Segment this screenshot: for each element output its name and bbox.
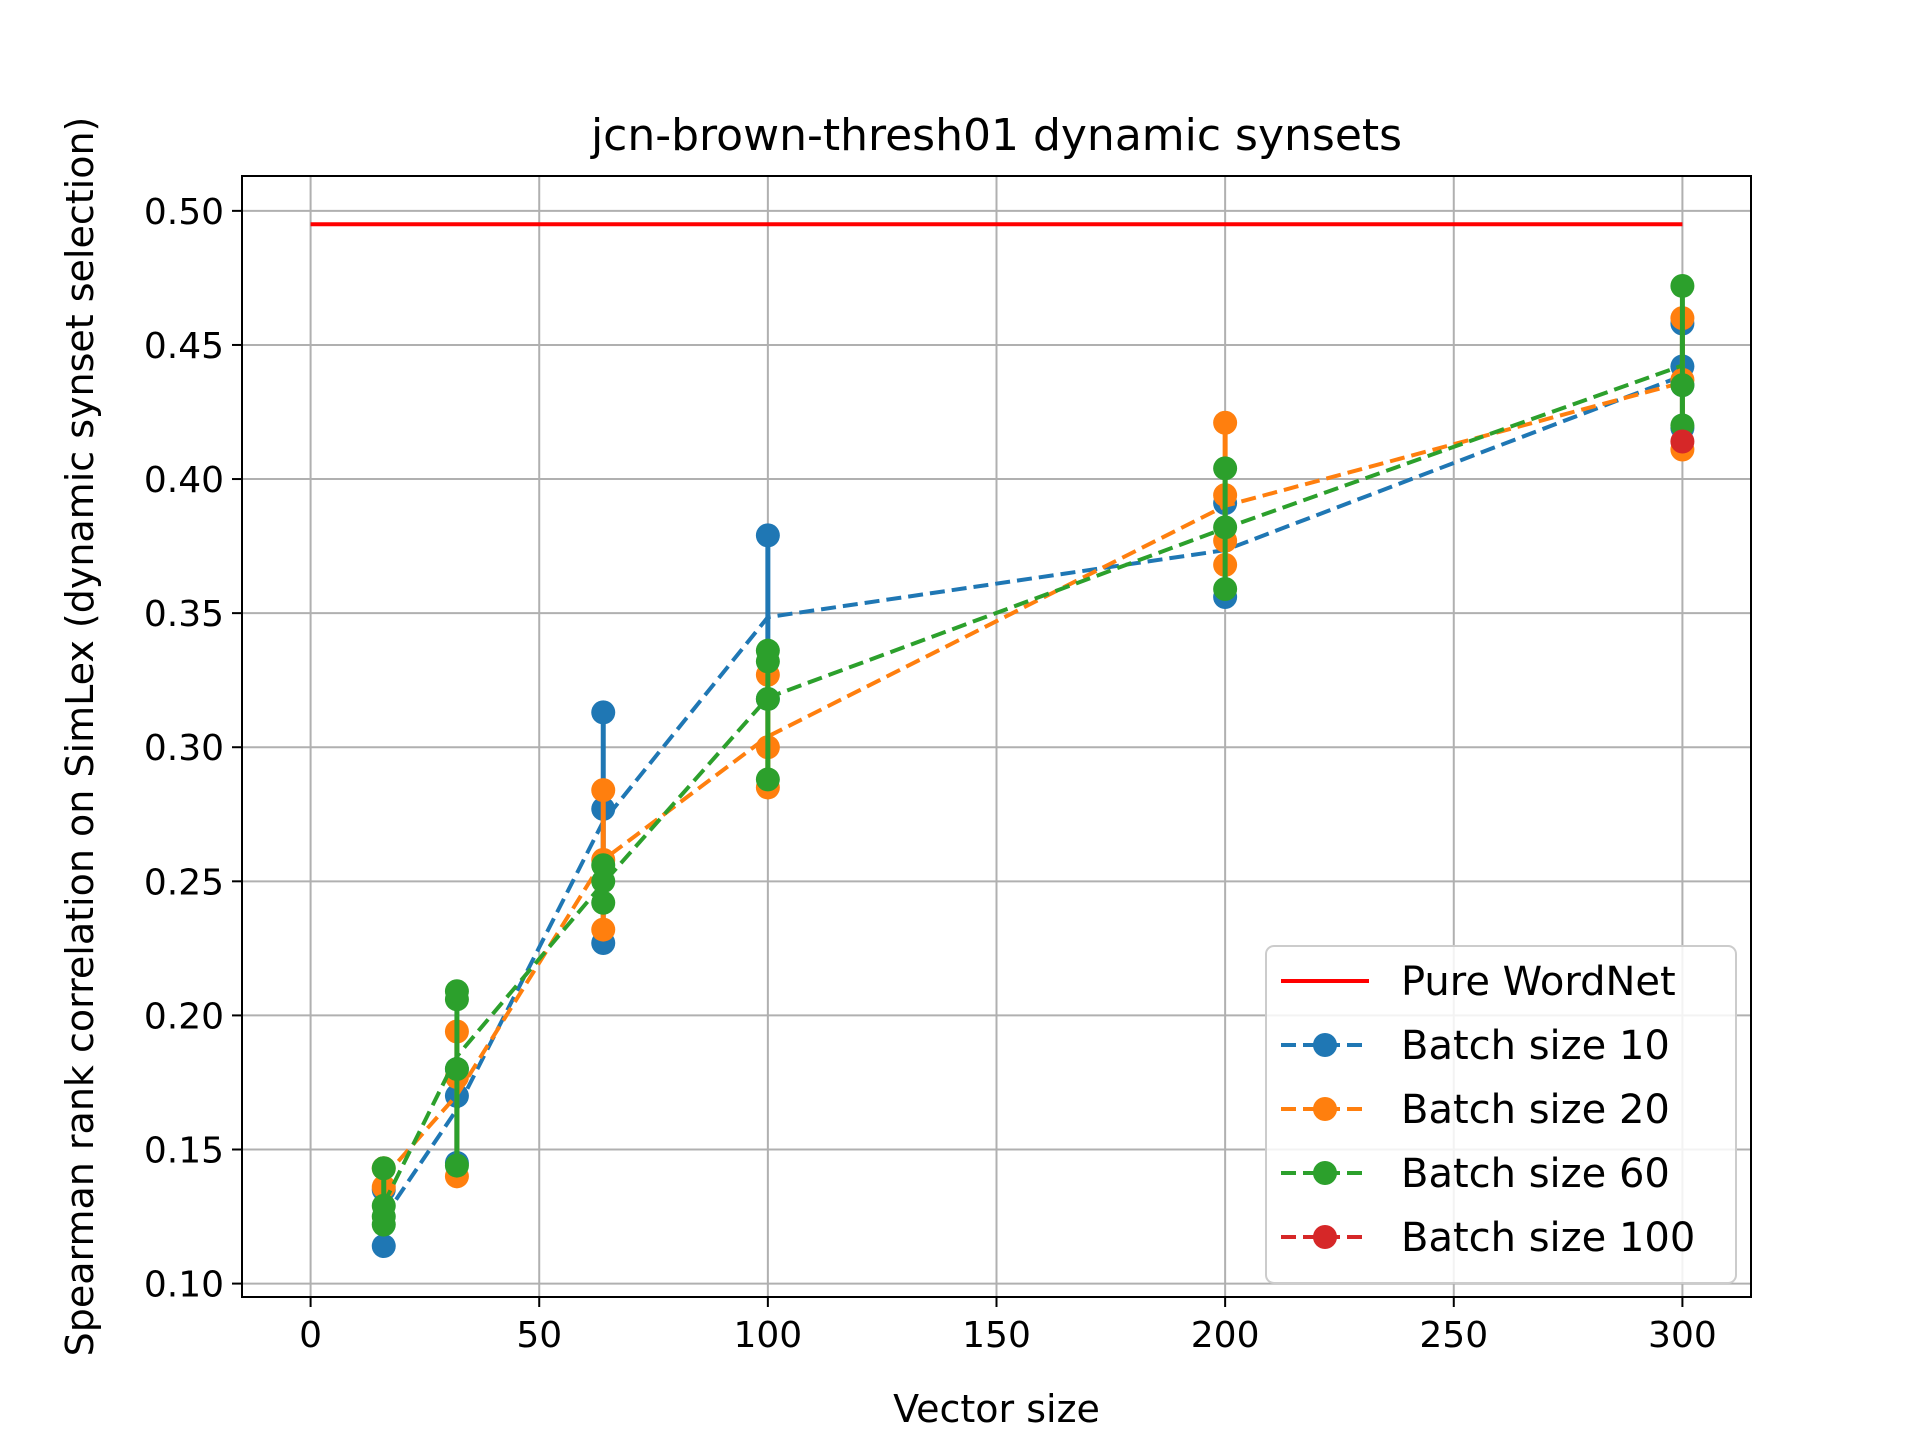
y-tick-label: 0.45	[144, 326, 224, 367]
legend-label: Batch size 100	[1401, 1215, 1695, 1261]
series-batch-size-100	[1670, 429, 1695, 454]
data-point	[591, 778, 616, 803]
y-tick-label: 0.20	[144, 996, 224, 1037]
chart-title: jcn-brown-thresh01 dynamic synsets	[590, 110, 1402, 161]
y-tick-label: 0.10	[144, 1265, 224, 1306]
x-axis-label: Vector size	[893, 1387, 1100, 1431]
data-point	[591, 700, 616, 725]
data-point	[444, 1153, 469, 1178]
y-tick-label: 0.35	[144, 594, 224, 635]
legend-swatch-marker	[1313, 1161, 1337, 1185]
axes-frame	[241, 175, 1752, 1298]
data-point	[755, 767, 780, 792]
data-point	[755, 523, 780, 548]
data-point	[755, 686, 780, 711]
legend-label: Pure WordNet	[1401, 959, 1676, 1005]
data-point	[371, 1193, 396, 1218]
y-axis-label: Spearman rank correlation on SimLex (dyn…	[58, 117, 102, 1357]
y-tick-label: 0.50	[144, 192, 224, 233]
series-dashed-line	[382, 380, 1683, 1179]
legend-swatch-marker	[1313, 1225, 1337, 1249]
legend-box	[1265, 945, 1737, 1284]
data-point	[1670, 373, 1695, 398]
x-tick-label: 50	[516, 1315, 562, 1356]
data-point	[591, 917, 616, 942]
data-point	[1213, 456, 1238, 481]
data-point	[591, 853, 616, 878]
series-dashed-line	[382, 373, 1684, 1220]
y-tick-label: 0.15	[144, 1131, 224, 1172]
data-point	[444, 1057, 469, 1082]
series-batch-size-60	[371, 273, 1695, 1237]
legend-label: Batch size 60	[1401, 1151, 1670, 1197]
data-point	[1213, 577, 1238, 601]
data-point	[591, 890, 616, 915]
legend-label: Batch size 10	[1401, 1023, 1670, 1069]
data-point	[371, 1156, 396, 1181]
data-point	[1670, 273, 1695, 298]
legend-swatch-marker	[1313, 1033, 1337, 1057]
data-point	[371, 1234, 396, 1259]
data-point	[1213, 410, 1238, 435]
y-tick-label: 0.30	[144, 728, 224, 769]
x-tick-label: 100	[734, 1315, 803, 1356]
data-point	[444, 979, 469, 1004]
y-axis-ticks: 0.10 0.15 0.20 0.25 0.30 0.35 0.40 0.45 0.50	[144, 192, 242, 1306]
plot-data	[310, 222, 1695, 1259]
data-point	[1670, 429, 1695, 454]
x-tick-label: 200	[1191, 1315, 1260, 1356]
data-point	[755, 638, 780, 663]
legend-label: Batch size 20	[1401, 1087, 1670, 1133]
data-point	[1213, 515, 1238, 540]
legend-swatch-marker	[1313, 1097, 1337, 1121]
series-dashed-line	[381, 363, 1684, 1205]
x-tick-label: 150	[962, 1315, 1031, 1356]
legend: Pure WordNet Batch size 10 Batch size 20 Ba…	[1265, 945, 1737, 1284]
x-tick-label: 0	[299, 1315, 322, 1356]
x-tick-label: 250	[1419, 1315, 1488, 1356]
y-tick-label: 0.40	[144, 460, 224, 501]
x-axis-ticks: 0 50 100 150 200 250 300	[299, 1297, 1717, 1356]
x-tick-label: 300	[1648, 1315, 1717, 1356]
y-tick-label: 0.25	[144, 862, 224, 903]
